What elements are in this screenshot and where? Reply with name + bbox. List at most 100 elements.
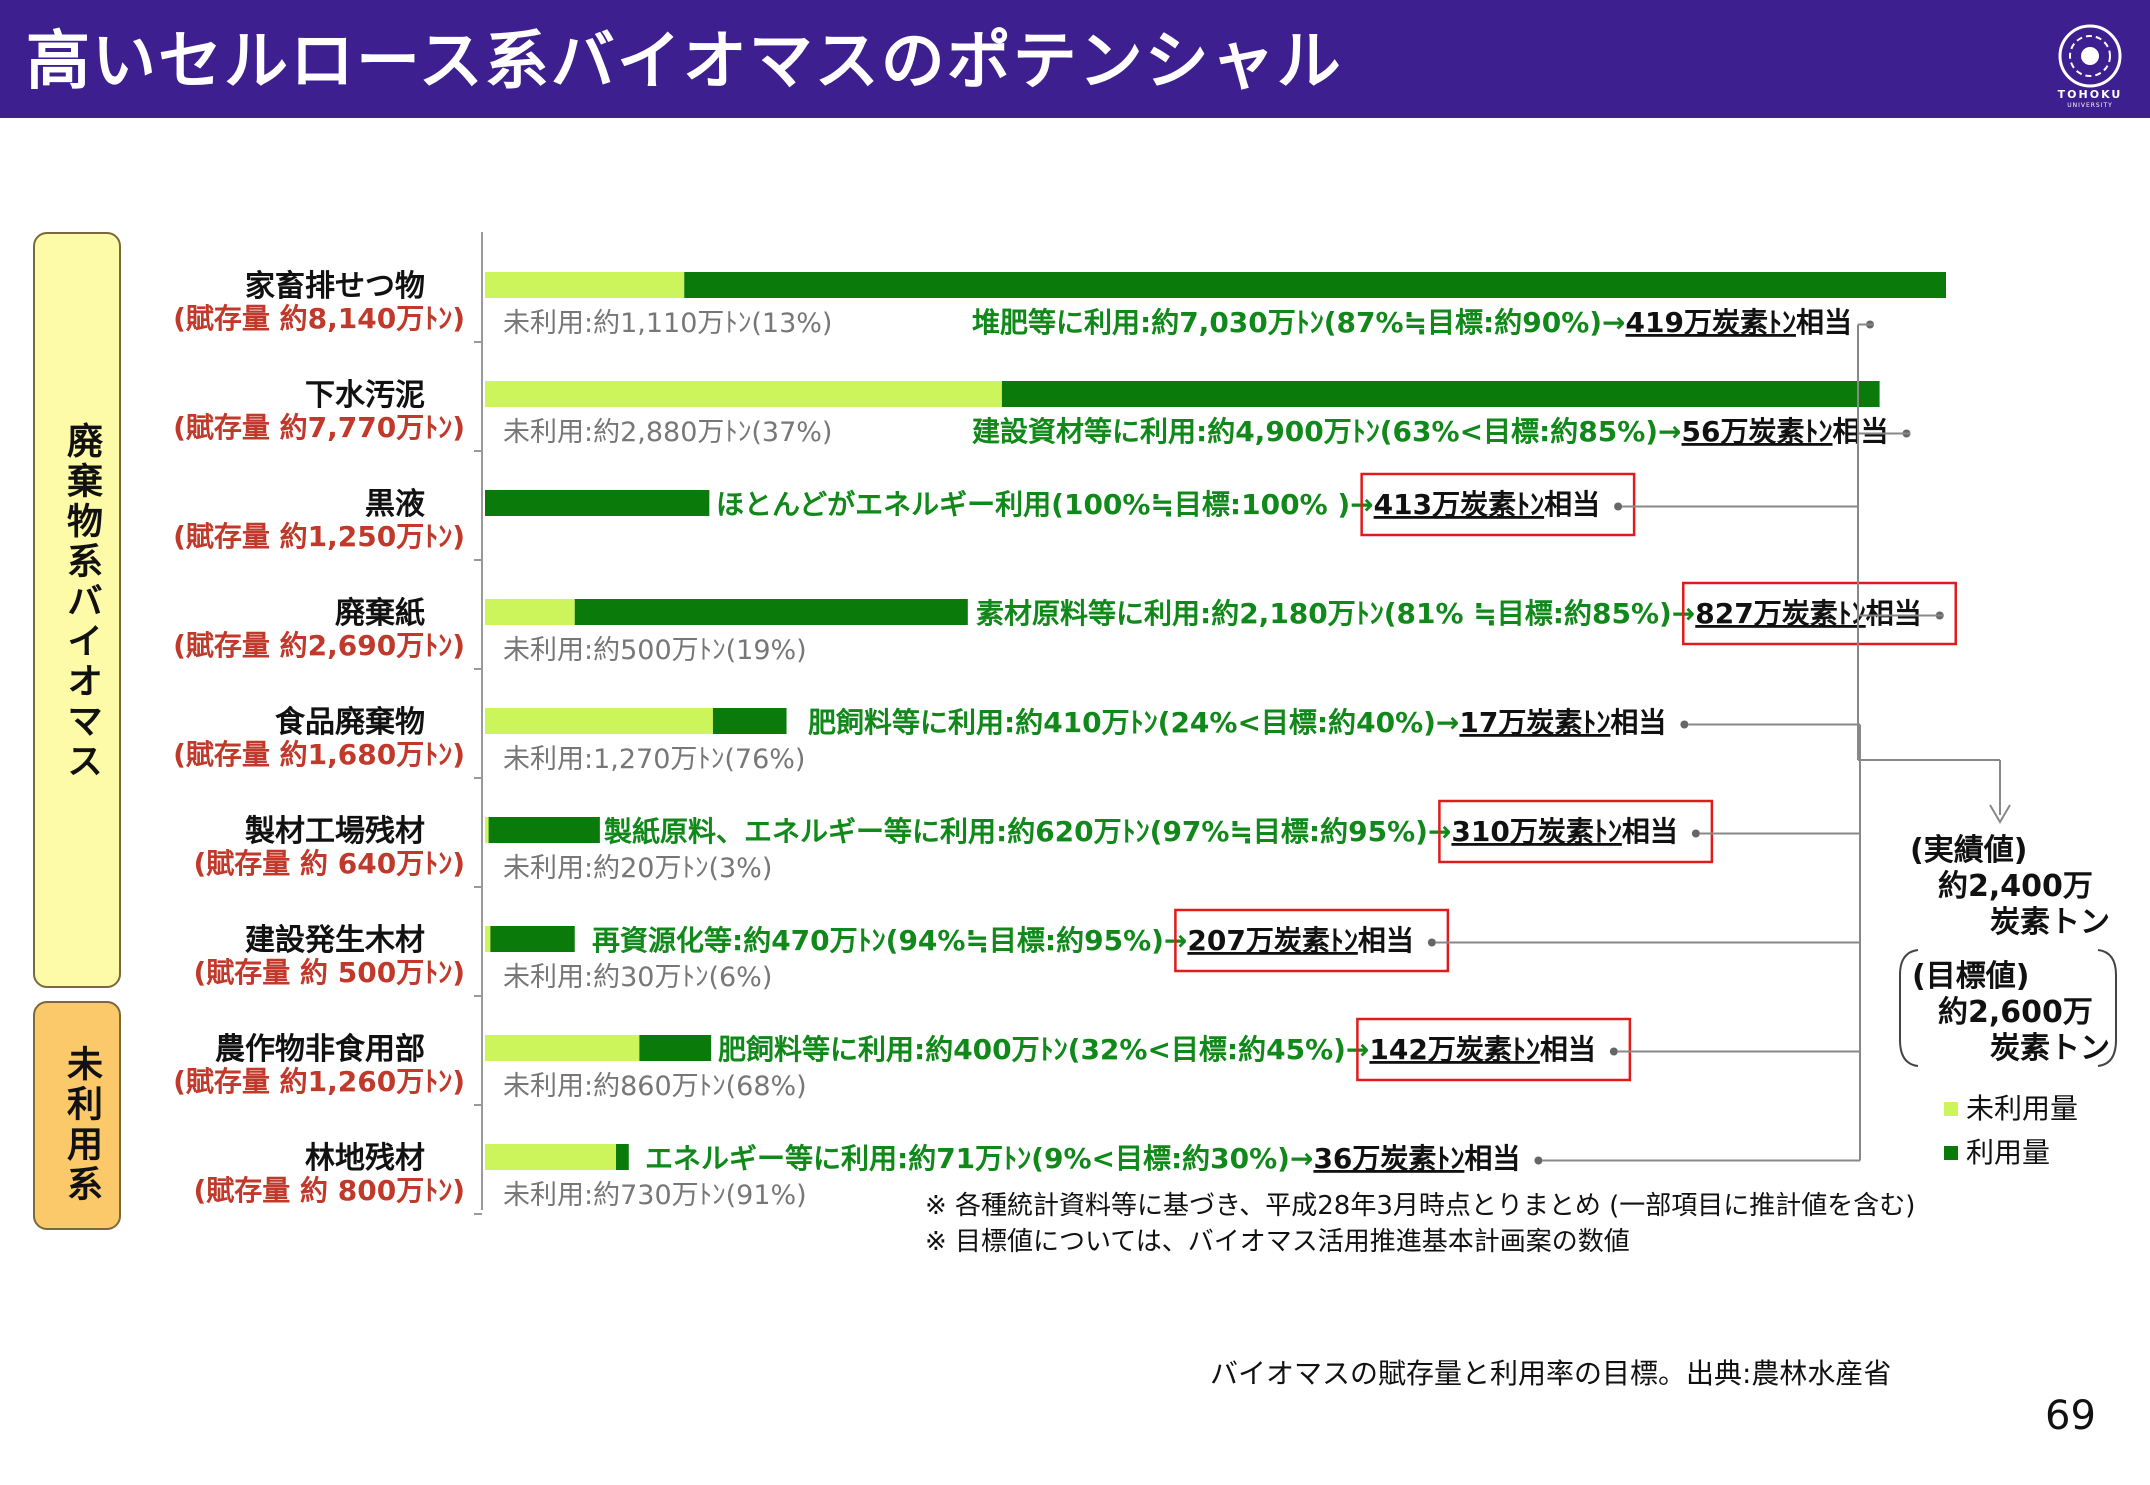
potential-label: (賦存量 約8,140万ﾄﾝ) <box>173 302 465 335</box>
category-label: 農作物非食用部 <box>215 1032 425 1067</box>
slide-header: 高いセルロース系バイオマスのポテンシャル TOHOKU UNIVERSITY <box>0 0 2150 118</box>
legend-label: 未利用量 <box>1966 1092 2078 1125</box>
potential-label: (賦存量 約2,690万ﾄﾝ) <box>173 629 465 662</box>
unused-label: 未利用:約730万ﾄﾝ(91%) <box>503 1180 807 1211</box>
carbon-suffix: 相当 <box>1833 415 1889 448</box>
legend-label: 利用量 <box>1966 1136 2050 1169</box>
category-label: 建設発生木材 <box>245 923 425 958</box>
totals-actual-unit: 炭素トン <box>1990 905 2110 940</box>
carbon-value: 419万炭素ﾄﾝ <box>1626 306 1796 339</box>
used-annotation: 肥飼料等に利用:約410万ﾄﾝ(24%<目標:約40%)→17万炭素ﾄﾝ相当 <box>808 706 1666 739</box>
carbon-value: 56万炭素ﾄﾝ <box>1682 415 1833 448</box>
category-label: 林地残材 <box>305 1141 425 1176</box>
category-label: 食品廃棄物 <box>275 705 425 740</box>
university-seal-icon <box>2058 24 2122 88</box>
used-label: 堆肥等に利用:約7,030万ﾄﾝ(87%≒目標:約90%)→ <box>972 306 1626 339</box>
logo-text: TOHOKU <box>2057 88 2123 101</box>
potential-label: (賦存量 約1,260万ﾄﾝ) <box>173 1065 465 1098</box>
bar-unused <box>485 381 1002 407</box>
carbon-suffix: 相当 <box>1464 1142 1520 1175</box>
bar-used <box>574 599 968 625</box>
unused-label: 未利用:約2,880万ﾄﾝ(37%) <box>503 417 832 448</box>
page-number: 69 <box>2045 1393 2096 1439</box>
footnote: ※ 各種統計資料等に基づき、平成28年3月時点とりまとめ (一部項目に推計値を含… <box>925 1191 1915 1221</box>
used-label: 再資源化等:約470万ﾄﾝ(94%≒目標:約95%)→ <box>592 924 1187 957</box>
used-label: 建設資材等に利用:約4,900万ﾄﾝ(63%<目標:約85%)→ <box>972 415 1682 448</box>
highlight-box <box>1438 799 1714 864</box>
used-annotation: ほとんどがエネルギー利用(100%≒目標:100% )→413万炭素ﾄﾝ相当 <box>716 488 1600 521</box>
used-annotation: 再資源化等:約470万ﾄﾝ(94%≒目標:約95%)→207万炭素ﾄﾝ相当 <box>592 924 1414 957</box>
connector-dot <box>1609 1047 1618 1056</box>
highlight-box <box>1356 1017 1632 1082</box>
category-label: 製材工場残材 <box>245 814 425 849</box>
legend-swatch <box>1944 1146 1958 1160</box>
connector-dot <box>1534 1156 1543 1165</box>
unused-label: 未利用:約30万ﾄﾝ(6%) <box>503 962 772 993</box>
bracket-right <box>2097 949 2117 1067</box>
slide-title: 高いセルロース系バイオマスのポテンシャル <box>26 25 1343 99</box>
bar-unused <box>485 926 491 952</box>
carbon-suffix: 相当 <box>1544 488 1600 521</box>
potential-label: (賦存量 約1,680万ﾄﾝ) <box>173 738 465 771</box>
bracket-left <box>1899 949 1919 1067</box>
bar-unused <box>485 708 713 734</box>
used-annotation: 堆肥等に利用:約7,030万ﾄﾝ(87%≒目標:約90%)→419万炭素ﾄﾝ相当 <box>972 306 1852 339</box>
used-label: エネルギー等に利用:約71万ﾄﾝ(9%<目標:約30%)→ <box>645 1142 1313 1175</box>
used-annotation: 建設資材等に利用:約4,900万ﾄﾝ(63%<目標:約85%)→56万炭素ﾄﾝ相… <box>972 415 1889 448</box>
carbon-suffix: 相当 <box>1866 597 1922 630</box>
used-label: 肥飼料等に利用:約410万ﾄﾝ(24%<目標:約40%)→ <box>808 706 1459 739</box>
bar-used <box>490 926 575 952</box>
totals-actual-label: (実績値) <box>1910 833 2027 868</box>
unused-label: 未利用:約860万ﾄﾝ(68%) <box>503 1071 807 1102</box>
totals-actual-value: 約2,400万 <box>1938 869 2093 904</box>
arrow-down-icon <box>1989 804 2011 824</box>
bar-unused <box>485 1144 617 1170</box>
bar-used <box>488 817 600 843</box>
connector-dot <box>1691 829 1700 838</box>
carbon-value: 413万炭素ﾄﾝ <box>1374 488 1544 521</box>
carbon-suffix: 相当 <box>1358 924 1414 957</box>
figure-caption: バイオマスの賦存量と利用率の目標。出典:農林水産省 <box>1210 1357 1892 1390</box>
potential-label: (賦存量 約1,250万ﾄﾝ) <box>173 520 465 553</box>
unused-label: 未利用:1,270万ﾄﾝ(76%) <box>503 744 805 775</box>
used-annotation: 肥飼料等に利用:約400万ﾄﾝ(32%<目標:約45%)→142万炭素ﾄﾝ相当 <box>718 1033 1596 1066</box>
unused-label: 未利用:約500万ﾄﾝ(19%) <box>503 635 807 666</box>
bar-used <box>684 272 1946 298</box>
bar-unused <box>485 599 575 625</box>
highlight-box <box>1682 581 1957 646</box>
used-annotation: エネルギー等に利用:約71万ﾄﾝ(9%<目標:約30%)→36万炭素ﾄﾝ相当 <box>645 1142 1520 1175</box>
bar-used <box>485 490 710 516</box>
unused-label: 未利用:約1,110万ﾄﾝ(13%) <box>503 308 832 339</box>
carbon-suffix: 相当 <box>1540 1033 1596 1066</box>
potential-label: (賦存量 約7,770万ﾄﾝ) <box>173 411 465 444</box>
group-label-waste: 廃棄物系バイオマス <box>61 422 102 782</box>
potential-label: (賦存量 約 500万ﾄﾝ) <box>193 956 465 989</box>
carbon-value: 207万炭素ﾄﾝ <box>1187 924 1357 957</box>
totals-target-label: (目標値) <box>1912 959 2029 994</box>
potential-label: (賦存量 約 640万ﾄﾝ) <box>193 847 465 880</box>
legend-swatch <box>1944 1102 1958 1116</box>
used-annotation: 素材原料等に利用:約2,180万ﾄﾝ(81% ≒目標:約85%)→827万炭素ﾄ… <box>976 597 1922 630</box>
connector-dot <box>1680 720 1689 729</box>
used-label: ほとんどがエネルギー利用(100%≒目標:100% )→ <box>716 488 1374 521</box>
carbon-suffix: 相当 <box>1622 815 1678 848</box>
used-label: 肥飼料等に利用:約400万ﾄﾝ(32%<目標:約45%)→ <box>718 1033 1369 1066</box>
bar-used <box>1001 381 1880 407</box>
connector-dot <box>1614 502 1623 511</box>
biomass-chart: 家畜排せつ物(賦存量 約8,140万ﾄﾝ) 未利用:約1,110万ﾄﾝ(13%) 堆… <box>173 232 2117 1257</box>
carbon-value: 36万炭素ﾄﾝ <box>1313 1142 1464 1175</box>
carbon-suffix: 相当 <box>1610 706 1666 739</box>
carbon-suffix: 相当 <box>1796 306 1852 339</box>
carbon-value: 827万炭素ﾄﾝ <box>1695 597 1865 630</box>
footnote: ※ 目標値については、バイオマス活用推進基本計画案の数値 <box>925 1227 1630 1257</box>
carbon-value: 310万炭素ﾄﾝ <box>1451 815 1621 848</box>
group-box-waste: 廃棄物系バイオマス <box>33 232 121 988</box>
carbon-value: 142万炭素ﾄﾝ <box>1369 1033 1539 1066</box>
category-label: 下水汚泥 <box>305 378 425 413</box>
unused-label: 未利用:約20万ﾄﾝ(3%) <box>503 853 772 884</box>
bar-used <box>616 1144 629 1170</box>
group-box-unused: 未利用系 <box>33 1001 121 1230</box>
totals-target-value: 約2,600万 <box>1938 995 2093 1030</box>
bar-unused <box>485 272 685 298</box>
highlight-box <box>1360 472 1636 537</box>
